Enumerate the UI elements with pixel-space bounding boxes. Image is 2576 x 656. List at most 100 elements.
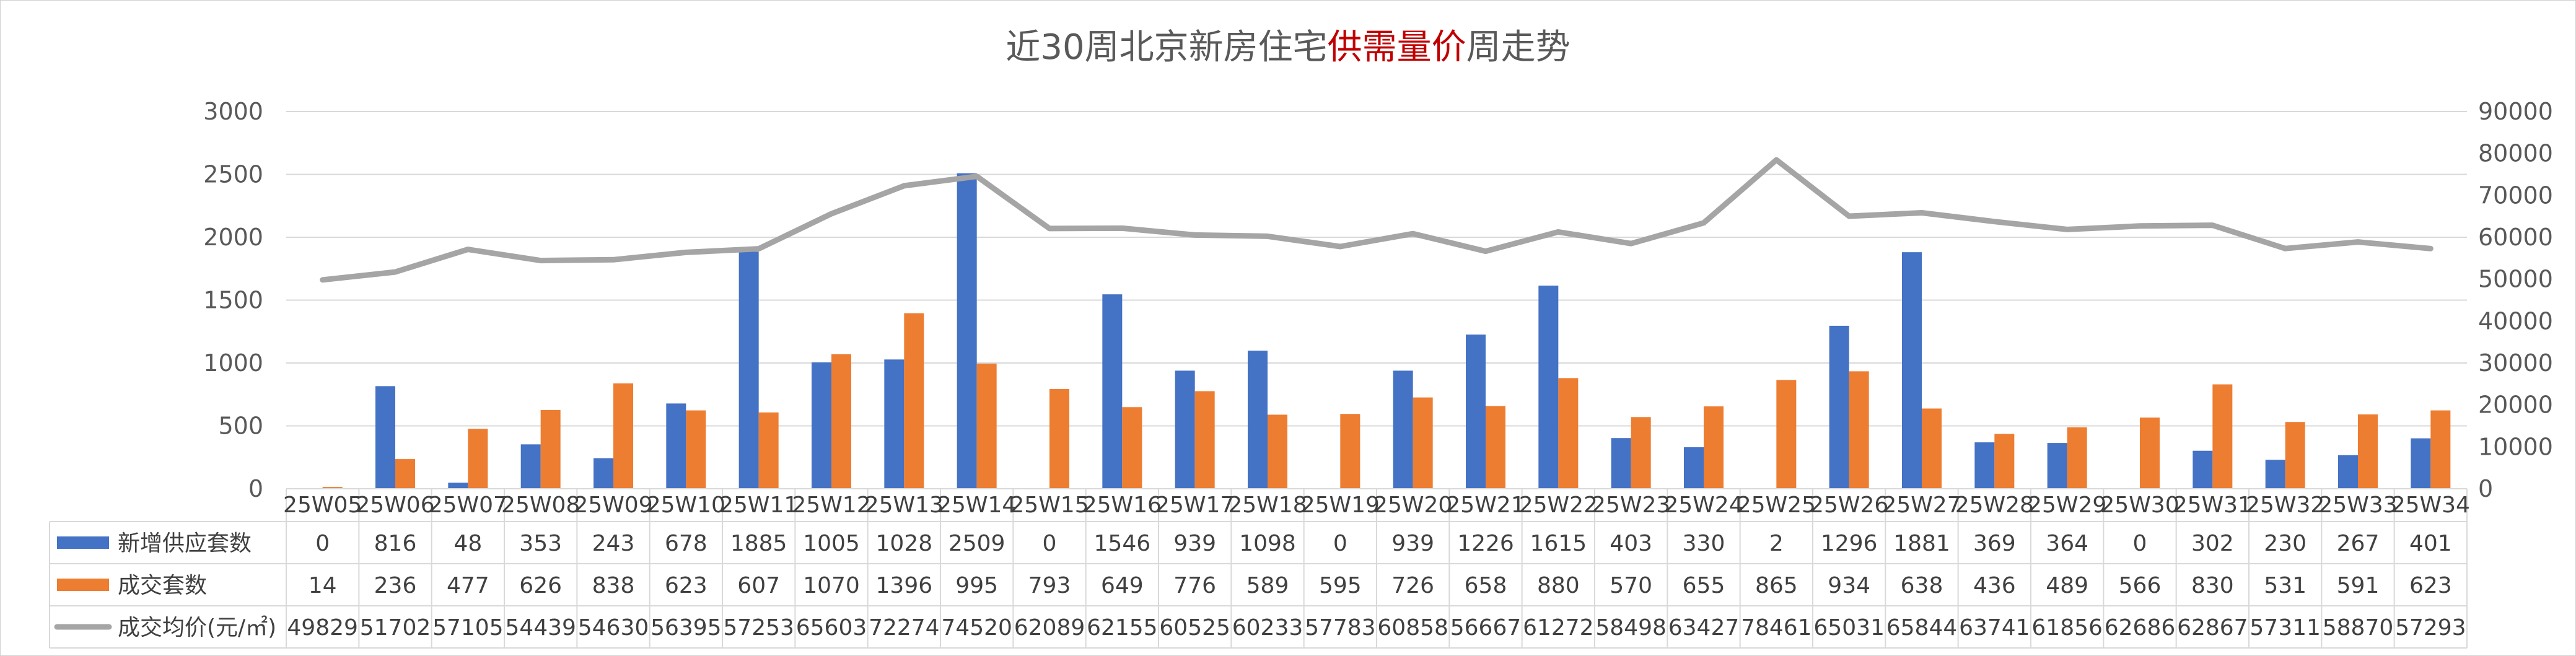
deal-bar xyxy=(540,409,561,489)
supply-bar xyxy=(738,251,759,489)
x-tick-label: 25W17 xyxy=(1155,492,1234,518)
table-cell: 0 xyxy=(1333,531,1347,556)
y-right-tick-label: 20000 xyxy=(2478,391,2553,419)
table-cell: 72274 xyxy=(869,615,940,641)
x-tick-label: 25W09 xyxy=(574,492,652,518)
deal-bar xyxy=(904,313,924,489)
table-cell: 489 xyxy=(2046,573,2088,598)
deal-bar xyxy=(2140,418,2160,489)
table-cell: 58870 xyxy=(2323,615,2394,641)
table-cell: 995 xyxy=(955,573,998,598)
deal-bar xyxy=(1122,407,1142,489)
table-cell: 1885 xyxy=(730,531,787,556)
table-cell: 934 xyxy=(1828,573,1870,598)
table-cell: 678 xyxy=(665,531,708,556)
supply-bar xyxy=(1393,370,1413,489)
table-cell: 236 xyxy=(374,573,417,598)
series-name: 成交套数 xyxy=(118,573,207,598)
deal-bar xyxy=(1268,414,1287,489)
table-cell: 2509 xyxy=(948,531,1005,556)
x-tick-label: 25W27 xyxy=(1882,492,1961,518)
deal-bar xyxy=(686,410,706,489)
table-cell: 638 xyxy=(1901,573,1943,598)
y-right-tick-label: 10000 xyxy=(2478,433,2553,460)
table-cell: 776 xyxy=(1173,573,1216,598)
table-cell: 48 xyxy=(453,531,482,556)
x-tick-label: 25W25 xyxy=(1737,492,1816,518)
supply-bar xyxy=(1102,294,1123,489)
table-cell: 649 xyxy=(1101,573,1144,598)
table-cell: 830 xyxy=(2191,573,2234,598)
table-cell: 14 xyxy=(309,573,337,598)
supply-bar xyxy=(812,362,831,489)
chart-title-suffix: 周走势 xyxy=(1466,27,1571,68)
x-tick-label: 25W14 xyxy=(937,492,1016,518)
chart-title-highlight: 供需量价 xyxy=(1328,27,1466,68)
table-cell: 62867 xyxy=(2177,615,2248,641)
y-right-tick-label: 60000 xyxy=(2478,224,2553,251)
deal-bar xyxy=(831,354,851,489)
deal-bar xyxy=(1922,408,1942,489)
table-cell: 0 xyxy=(1043,531,1057,556)
table-cell: 62686 xyxy=(2105,615,2176,641)
x-tick-label: 25W15 xyxy=(1010,492,1089,518)
table-cell: 1098 xyxy=(1239,531,1296,556)
x-tick-label: 25W12 xyxy=(792,492,870,518)
table-cell: 49829 xyxy=(287,615,358,641)
deal-bar xyxy=(1631,417,1651,489)
legend-key xyxy=(57,536,109,549)
supply-bar xyxy=(1974,442,1995,489)
x-tick-label: 25W23 xyxy=(1592,492,1670,518)
table-cell: 60525 xyxy=(1159,615,1230,641)
supply-bar xyxy=(666,403,686,489)
supply-bar xyxy=(2411,438,2431,489)
y-axis-left: 0 500 1000 1500 2000 2500 3000 xyxy=(203,98,263,502)
table-cell: 626 xyxy=(519,573,562,598)
deal-bar xyxy=(1194,391,1215,489)
table-cell: 62155 xyxy=(1087,615,1158,641)
supply-bar xyxy=(448,483,468,489)
table-cell: 401 xyxy=(2409,531,2452,556)
deal-bar xyxy=(468,429,488,489)
table-cell: 62089 xyxy=(1014,615,1085,641)
table-cell: 78461 xyxy=(1741,615,1812,641)
table-cell: 54439 xyxy=(505,615,576,641)
table-cell: 566 xyxy=(2119,573,2162,598)
series-name: 成交均价(元/㎡) xyxy=(118,614,276,641)
table-cell: 436 xyxy=(1973,573,2016,598)
table-cell: 816 xyxy=(374,531,417,556)
deal-bar xyxy=(2212,384,2233,489)
y-right-tick-label: 50000 xyxy=(2478,266,2553,293)
y-left-tick-label: 1500 xyxy=(203,287,263,314)
table-cell: 56667 xyxy=(1450,615,1522,641)
table-cell: 595 xyxy=(1319,573,1362,598)
table-cell: 65844 xyxy=(1886,615,1958,641)
y-right-tick-label: 90000 xyxy=(2478,98,2553,125)
table-cell: 1028 xyxy=(876,531,933,556)
table-cell: 267 xyxy=(2337,531,2380,556)
table-cell: 570 xyxy=(1610,573,1652,598)
table-cell: 1226 xyxy=(1457,531,1514,556)
table-cell: 61272 xyxy=(1523,615,1594,641)
deal-bar xyxy=(1776,380,1797,489)
deal-bar xyxy=(613,383,633,489)
deal-bar xyxy=(758,412,779,489)
deal-bar xyxy=(1413,397,1433,489)
table-cell: 56395 xyxy=(651,615,722,641)
x-tick-label: 25W05 xyxy=(283,492,362,518)
avg-price-line xyxy=(320,157,2434,283)
table-cell: 57293 xyxy=(2395,615,2466,641)
y-left-tick-label: 1000 xyxy=(203,349,263,377)
supply-bar xyxy=(884,359,905,489)
y-left-tick-label: 0 xyxy=(248,475,263,502)
table-cell: 60233 xyxy=(1232,615,1303,641)
price-line xyxy=(320,157,2434,283)
bars xyxy=(322,173,2451,489)
table-cell: 589 xyxy=(1246,573,1289,598)
table-cell: 1005 xyxy=(803,531,860,556)
table-cell: 353 xyxy=(519,531,562,556)
table-cell: 302 xyxy=(2191,531,2234,556)
table-cell: 531 xyxy=(2264,573,2307,598)
x-tick-label: 25W28 xyxy=(1955,492,2034,518)
deal-bar xyxy=(1849,371,1869,489)
